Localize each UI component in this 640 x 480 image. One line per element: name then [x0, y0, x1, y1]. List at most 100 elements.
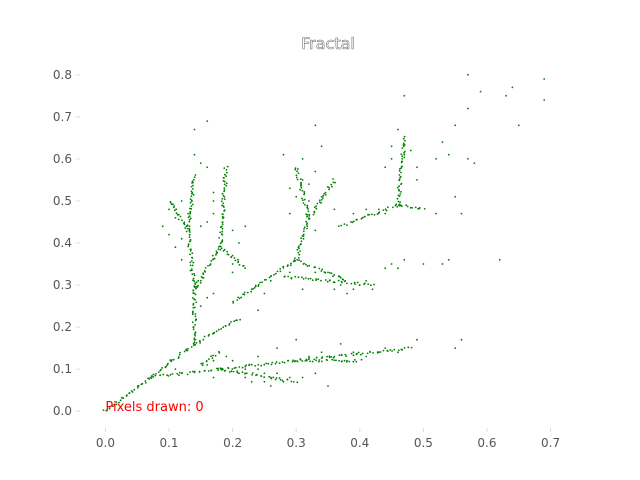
fractal-point	[223, 167, 226, 170]
fractal-point	[226, 250, 229, 253]
fractal-point	[240, 296, 243, 299]
fractal-point	[333, 208, 336, 211]
fractal-point	[400, 191, 402, 193]
fractal-point	[282, 153, 285, 156]
fractal-point	[358, 284, 361, 286]
fractal-point	[224, 369, 227, 372]
fractal-point	[300, 260, 302, 263]
fractal-point	[326, 280, 329, 283]
fractal-point	[251, 373, 254, 376]
fractal-point	[294, 257, 296, 259]
fractal-point	[223, 248, 226, 251]
fractal-point	[130, 390, 133, 392]
fractal-point	[435, 158, 437, 160]
fractal-point	[230, 256, 233, 259]
fractal-point	[190, 260, 193, 262]
fractal-point	[302, 202, 305, 204]
fractal-point	[193, 370, 196, 373]
fractal-point	[170, 203, 173, 206]
fractal-point	[190, 268, 193, 271]
fractal-point	[306, 265, 309, 267]
fractal-point	[197, 284, 199, 287]
fractal-point	[401, 349, 404, 351]
fractal-point	[207, 370, 210, 372]
fractal-point	[190, 195, 193, 198]
fractal-point	[223, 176, 225, 179]
fractal-point	[290, 277, 293, 280]
fractal-point	[447, 153, 450, 156]
fractal-point	[203, 335, 206, 338]
fractal-point	[479, 90, 482, 93]
fractal-point	[308, 217, 311, 220]
fractal-point	[300, 185, 302, 187]
fractal-point	[196, 286, 199, 288]
fractal-point	[174, 216, 177, 219]
fractal-point	[320, 202, 322, 204]
fractal-point	[391, 350, 393, 352]
fractal-point	[416, 179, 418, 181]
fractal-point	[189, 264, 192, 267]
fractal-point	[237, 296, 240, 299]
fractal-point	[252, 287, 255, 290]
fractal-point	[115, 401, 118, 403]
fractal-point	[341, 281, 343, 284]
fractal-point	[191, 370, 194, 373]
fractal-point	[301, 189, 304, 192]
fractal-point	[200, 362, 203, 365]
fractal-point	[295, 174, 298, 177]
fractal-point	[292, 381, 295, 383]
fractal-point	[306, 215, 309, 218]
fractal-point	[189, 371, 191, 373]
fractal-point	[313, 358, 316, 361]
fractal-point	[178, 374, 180, 377]
fractal-point	[353, 281, 356, 284]
fractal-point	[222, 202, 225, 205]
fractal-point	[278, 362, 281, 364]
fractal-point	[263, 376, 266, 379]
fractal-point	[294, 275, 297, 278]
fractal-point	[355, 360, 358, 363]
fractal-point	[193, 153, 196, 156]
fractal-point	[253, 286, 256, 289]
fractal-point	[231, 271, 234, 274]
fractal-point	[318, 199, 321, 202]
fractal-point	[206, 120, 209, 122]
fractal-point	[311, 360, 314, 363]
fractal-point	[120, 396, 123, 399]
fractal-point	[206, 364, 209, 366]
fractal-point	[193, 128, 196, 131]
x-tick-label: 0.5	[414, 436, 433, 450]
fractal-point	[385, 209, 388, 212]
fractal-point	[215, 250, 218, 253]
fractal-point	[352, 351, 355, 354]
fractal-point	[309, 277, 312, 280]
fractal-point	[225, 182, 228, 185]
fractal-point	[188, 220, 191, 223]
fractal-point	[254, 365, 257, 367]
fractal-point	[315, 359, 317, 362]
fractal-point	[199, 342, 202, 344]
fractal-point	[268, 276, 271, 279]
fractal-point	[261, 281, 263, 283]
fractal-point	[360, 358, 363, 361]
fractal-point	[177, 218, 180, 221]
fractal-point	[219, 226, 222, 229]
fractal-point	[398, 169, 401, 172]
fractal-point	[292, 359, 295, 362]
fractal-point	[321, 268, 324, 271]
fractal-point	[344, 280, 346, 283]
fractal-point	[191, 252, 194, 255]
fractal-point	[187, 347, 189, 350]
fractal-point	[244, 365, 247, 368]
fractal-point	[189, 198, 192, 201]
fractal-point	[297, 168, 299, 170]
fractal-point	[268, 375, 271, 378]
fractal-point	[189, 269, 192, 272]
fractal-point	[400, 182, 403, 185]
fractal-point	[288, 187, 291, 190]
fractal-point	[193, 274, 196, 277]
fractal-point	[267, 362, 270, 365]
fractal-point	[223, 198, 226, 201]
fractal-point	[136, 385, 139, 387]
fractal-point	[241, 366, 244, 369]
